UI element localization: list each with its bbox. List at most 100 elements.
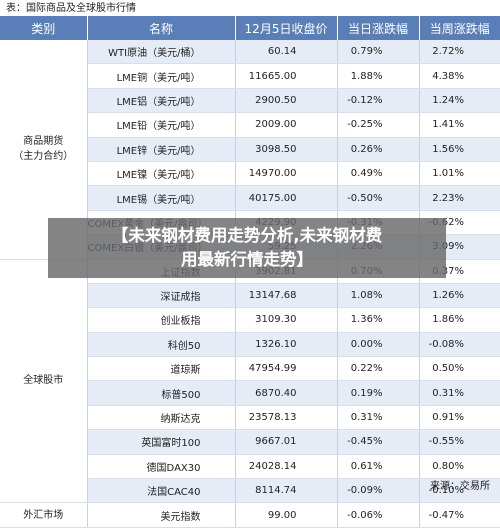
name-cell: 标普500 [87, 380, 236, 406]
week-change-cell: 2.23% [419, 185, 500, 211]
table-row: 商品期货 （主力合约） WTI原油（美元/桶） 60.14 0.79% 2.72% [0, 40, 500, 260]
price-cell: 9667.01 [235, 429, 338, 455]
week-change-cell: 1.01% [419, 161, 500, 187]
table-row: LME锌（美元/吨） 3098.50 0.26% 1.56% [0, 137, 500, 162]
price-cell: 2009.00 [235, 112, 338, 138]
name-cell: 美元指数 [87, 502, 236, 528]
day-change-cell: 0.61% [337, 454, 420, 480]
header-name: 名称 [87, 16, 236, 40]
day-change-cell: 0.79% [337, 40, 420, 65]
price-cell: 13147.68 [235, 283, 338, 309]
week-change-cell: 2.72% [419, 40, 500, 65]
table-row: 深证成指 13147.68 1.08% 1.26% [0, 283, 500, 309]
price-cell: 6870.40 [235, 380, 338, 406]
week-change-cell: -0.08% [419, 332, 500, 358]
category-cell: 全球股市 [0, 259, 88, 504]
week-change-cell: -0.55% [419, 429, 500, 455]
name-cell: LME镍（美元/吨） [87, 161, 236, 187]
day-change-cell: 0.26% [337, 137, 420, 162]
table-row: 道琼斯 47954.99 0.22% 0.50% [0, 356, 500, 382]
title-overlay: 【未来钢材费用走势分析,未来钢材费 用最新行情走势】 [48, 218, 446, 278]
table-row: 德国DAX30 24028.14 0.61% 0.80% [0, 454, 500, 480]
day-change-cell: 0.00% [337, 332, 420, 358]
week-change-cell: 0.31% [419, 380, 500, 406]
price-cell: 14970.00 [235, 161, 338, 187]
header-close-price: 12月5日收盘价 [235, 16, 338, 40]
name-cell: 科创50 [87, 332, 236, 358]
price-cell: 99.00 [235, 502, 338, 528]
day-change-cell: -0.06% [337, 502, 420, 528]
day-change-cell: 0.31% [337, 405, 420, 431]
price-cell: 23578.13 [235, 405, 338, 431]
day-change-cell: 0.19% [337, 380, 420, 406]
table-row: 标普500 6870.40 0.19% 0.31% [0, 380, 500, 406]
category-label-line: 外汇市场 [23, 509, 64, 521]
price-cell: 11665.00 [235, 63, 338, 89]
week-change-cell: 0.80% [419, 454, 500, 480]
header-category: 类别 [0, 16, 88, 40]
table-row: 英国富时100 9667.01 -0.45% -0.55% [0, 429, 500, 455]
price-cell: 1326.10 [235, 332, 338, 358]
overlay-title-line-2: 用最新行情走势】 [181, 250, 313, 269]
price-cell: 2900.50 [235, 88, 338, 114]
table-row: 创业板指 3109.30 1.36% 1.86% [0, 307, 500, 333]
day-change-cell: 0.22% [337, 356, 420, 382]
name-cell: 纳斯达克 [87, 405, 236, 431]
day-change-cell: -0.45% [337, 429, 420, 455]
week-change-cell: 1.41% [419, 112, 500, 138]
table-row: LME锡（美元/吨） 40175.00 -0.50% 2.23% [0, 185, 500, 211]
week-change-cell: 1.24% [419, 88, 500, 114]
table-row: LME铝（美元/吨） 2900.50 -0.12% 1.24% [0, 88, 500, 114]
week-change-cell: 0.50% [419, 356, 500, 382]
day-change-cell: 1.88% [337, 63, 420, 89]
source-note: 来源：交易所 [430, 481, 490, 492]
name-cell: LME铝（美元/吨） [87, 88, 236, 114]
header-week-change: 当周涨跌幅 [419, 16, 500, 40]
day-change-cell: -0.50% [337, 185, 420, 211]
name-cell: LME铅（美元/吨） [87, 112, 236, 138]
table-row: 纳斯达克 23578.13 0.31% 0.91% [0, 405, 500, 431]
overlay-title-line-1: 【未来钢材费用走势分析,未来钢材费 [111, 226, 383, 245]
price-cell: 8114.74 [235, 478, 338, 504]
table-body: 商品期货 （主力合约） WTI原油（美元/桶） 60.14 0.79% 2.72% LME铜… [0, 40, 500, 528]
price-cell: 3109.30 [235, 307, 338, 333]
table-row: LME铅（美元/吨） 2009.00 -0.25% 1.41% [0, 112, 500, 138]
category-cell: 外汇市场 [0, 502, 88, 528]
category-label-line: 全球股市 [23, 375, 64, 387]
table-caption: 表：国际商品及全球股市行情 [6, 3, 136, 14]
name-cell: 英国富时100 [87, 429, 236, 455]
name-cell: LME铜（美元/吨） [87, 63, 236, 89]
price-cell: 47954.99 [235, 356, 338, 382]
price-cell: 60.14 [235, 40, 338, 65]
table-row: 外汇市场 美元指数 99.00 -0.06% -0.47% [0, 502, 500, 528]
table-row: 科创50 1326.10 0.00% -0.08% [0, 332, 500, 358]
price-cell: 24028.14 [235, 454, 338, 480]
name-cell: 德国DAX30 [87, 454, 236, 480]
day-change-cell: -0.12% [337, 88, 420, 114]
name-cell: LME锌（美元/吨） [87, 137, 236, 162]
name-cell: LME锡（美元/吨） [87, 185, 236, 211]
day-change-cell: -0.09% [337, 478, 420, 504]
day-change-cell: 1.08% [337, 283, 420, 309]
day-change-cell: -0.25% [337, 112, 420, 138]
name-cell: 道琼斯 [87, 356, 236, 382]
week-change-cell: 4.38% [419, 63, 500, 89]
name-cell: 深证成指 [87, 283, 236, 309]
header-day-change: 当日涨跌幅 [337, 16, 420, 40]
category-label-line: 商品期货 [23, 136, 64, 148]
price-cell: 40175.00 [235, 185, 338, 211]
day-change-cell: 1.36% [337, 307, 420, 333]
week-change-cell: 1.86% [419, 307, 500, 333]
table-row: LME铜（美元/吨） 11665.00 1.88% 4.38% [0, 63, 500, 89]
name-cell: 创业板指 [87, 307, 236, 333]
name-cell: 法国CAC40 [87, 478, 236, 504]
week-change-cell: -0.47% [419, 502, 500, 528]
week-change-cell: 0.91% [419, 405, 500, 431]
name-cell: WTI原油（美元/桶） [87, 40, 236, 65]
day-change-cell: 0.49% [337, 161, 420, 187]
week-change-cell: 1.56% [419, 137, 500, 162]
table-header-row: 类别 名称 12月5日收盘价 当日涨跌幅 当周涨跌幅 [0, 16, 500, 40]
category-label-line: （主力合约） [13, 151, 74, 163]
overlay-title: 【未来钢材费用走势分析,未来钢材费 用最新行情走势】 [48, 224, 446, 272]
price-cell: 3098.50 [235, 137, 338, 162]
